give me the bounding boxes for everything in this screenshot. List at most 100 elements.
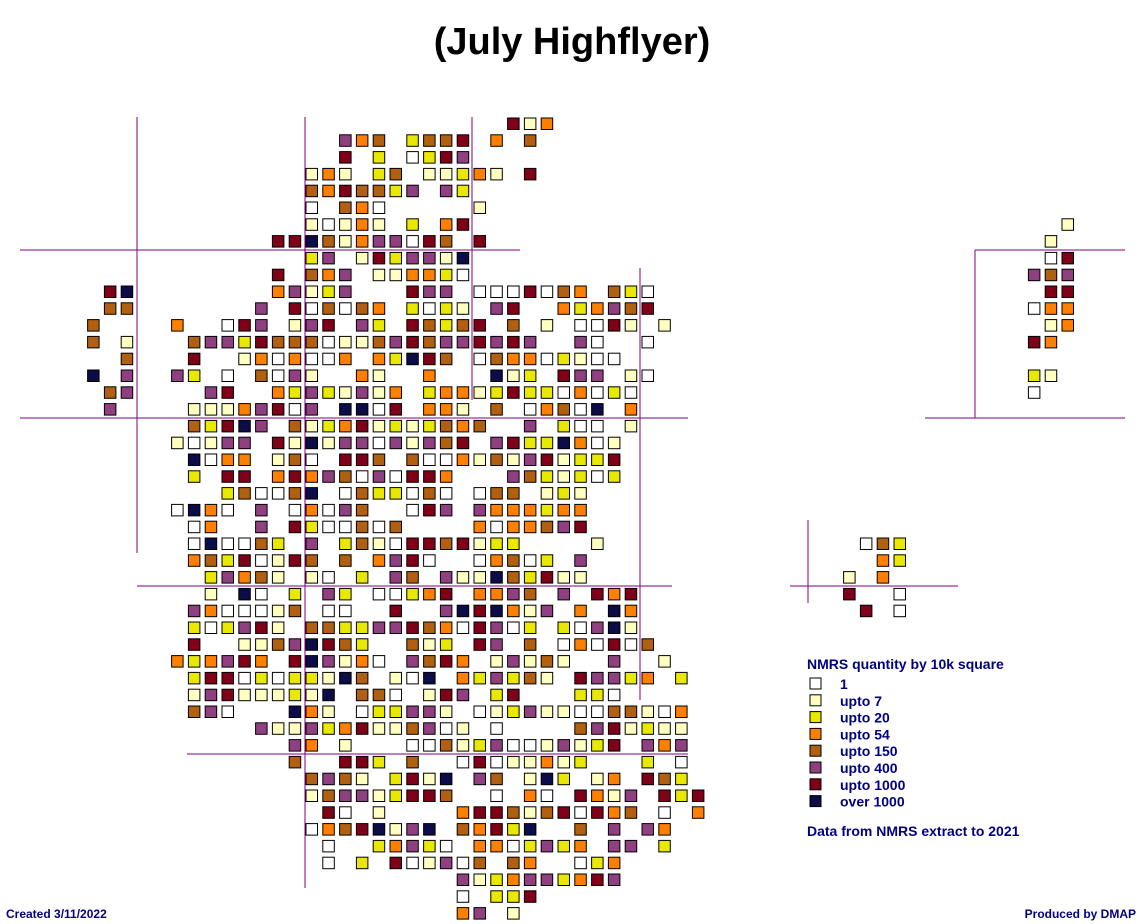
map-square [271, 386, 285, 399]
map-square [389, 823, 402, 836]
map-square [540, 503, 554, 517]
map-square [607, 352, 621, 366]
map-square [439, 571, 453, 584]
map-square [221, 621, 234, 634]
map-square [1061, 285, 1074, 298]
map-square [255, 352, 268, 366]
map-square [171, 319, 184, 332]
map-square [557, 386, 570, 399]
map-square [439, 688, 453, 702]
map-square [372, 151, 386, 164]
map-square [1044, 268, 1058, 282]
map-square [574, 856, 587, 870]
map-square [557, 839, 570, 853]
map-square [204, 335, 218, 349]
map-square [540, 789, 554, 802]
map-square [507, 755, 520, 769]
map-square [507, 705, 520, 718]
map-square [406, 587, 419, 601]
map-square [507, 487, 520, 500]
map-square [439, 268, 453, 282]
map-square [456, 722, 470, 735]
map-square [473, 503, 486, 517]
map-square [221, 705, 234, 718]
map-square [490, 537, 503, 550]
map-square [389, 688, 402, 702]
map-square [574, 823, 587, 836]
map-square [355, 335, 369, 349]
map-square [507, 554, 520, 567]
map-square [423, 470, 436, 483]
map-square [574, 554, 587, 567]
map-square [591, 403, 604, 416]
map-square [187, 335, 201, 349]
map-square [322, 856, 335, 870]
map-square [523, 419, 537, 433]
map-square [271, 621, 285, 634]
map-square [305, 722, 318, 735]
map-square [423, 319, 436, 332]
map-square [339, 167, 352, 181]
map-square [271, 604, 285, 618]
map-square [355, 503, 369, 517]
map-square [490, 335, 503, 349]
map-square [204, 520, 218, 534]
map-square [339, 520, 352, 534]
map-square [507, 520, 520, 534]
map-square [557, 587, 570, 601]
map-square [893, 537, 906, 550]
legend-swatch [809, 778, 822, 791]
map-square [439, 705, 453, 718]
map-square [187, 419, 201, 433]
map-square [271, 571, 285, 584]
map-square [322, 789, 335, 802]
map-square [238, 604, 251, 618]
map-square [305, 419, 318, 433]
map-square [305, 705, 318, 718]
map-square [406, 655, 419, 668]
map-square [305, 302, 318, 315]
map-square [456, 907, 470, 920]
map-square [355, 369, 369, 382]
map-square [372, 235, 386, 248]
map-square [591, 705, 604, 718]
map-square [406, 621, 419, 634]
map-square [490, 369, 503, 382]
map-square [355, 302, 369, 315]
map-square [255, 520, 268, 534]
map-square [507, 856, 520, 870]
map-square [305, 285, 318, 298]
map-square [456, 403, 470, 416]
map-square [439, 386, 453, 399]
map-square [473, 537, 486, 550]
map-square [238, 688, 251, 702]
map-square [641, 705, 654, 718]
map-square [423, 285, 436, 298]
map-square [389, 839, 402, 853]
map-square [305, 167, 318, 181]
map-square [641, 285, 654, 298]
map-square [473, 907, 486, 920]
map-square [322, 823, 335, 836]
map-square [271, 403, 285, 416]
map-square [624, 638, 638, 651]
map-square [507, 823, 520, 836]
map-square [591, 873, 604, 886]
map-square [557, 453, 570, 466]
map-square [473, 453, 486, 466]
map-square [221, 386, 234, 399]
map-square [591, 386, 604, 399]
map-square [221, 503, 234, 517]
map-square [507, 319, 520, 332]
map-square [540, 403, 554, 416]
map-square [171, 436, 184, 450]
map-square [406, 436, 419, 450]
map-square [389, 722, 402, 735]
legend-label: upto 20 [840, 710, 890, 726]
map-square [389, 856, 402, 870]
map-square [339, 352, 352, 366]
map-square [305, 503, 318, 517]
map-square [490, 671, 503, 685]
map-square [439, 184, 453, 198]
map-square [473, 806, 486, 819]
